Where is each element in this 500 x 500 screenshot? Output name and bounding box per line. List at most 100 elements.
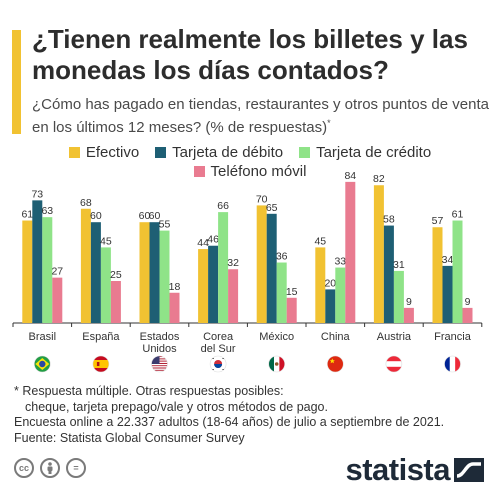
person-icon [47, 462, 53, 474]
data-label-2-4: 36 [276, 251, 288, 263]
bar-2-6 [393, 270, 404, 323]
bar-3-2 [169, 292, 180, 323]
legend-swatch-efectivo [68, 147, 80, 158]
bar-3-6 [403, 307, 414, 323]
spain-flag-icon [92, 355, 110, 373]
data-label-1-5: 20 [324, 277, 336, 289]
bar-1-0 [32, 200, 43, 323]
legend: Efectivo Tarjeta de débito Tarjeta de cr… [0, 143, 500, 181]
bar-0-1 [80, 208, 91, 323]
usa-flag-icon [151, 355, 168, 373]
data-label-1-3: 46 [207, 234, 219, 246]
bar-2-1 [100, 247, 111, 323]
legend-label-credito: Tarjeta de crédito [316, 144, 432, 161]
license-icons: cc = [14, 458, 86, 478]
footnote: * Respuesta múltiple. Otras respuestas p… [14, 384, 494, 446]
legend-row-1: Efectivo Tarjeta de débito Tarjeta de cr… [0, 143, 500, 162]
data-label-0-6: 82 [373, 173, 385, 185]
bar-0-3 [198, 249, 209, 323]
bar-1-6 [383, 225, 394, 323]
mexico-flag-icon [268, 355, 286, 373]
footnote-line-3: Encuesta online a 22.337 adultos (18-64 … [14, 415, 445, 429]
category-label-5: China [321, 331, 351, 343]
bar-0-5 [315, 247, 326, 323]
data-label-2-1: 45 [100, 235, 112, 247]
category-label-1: España [82, 331, 120, 343]
data-label-3-1: 25 [110, 269, 122, 281]
legend-item-debito: Tarjeta de débito [155, 144, 283, 161]
statista-wave-icon [454, 458, 484, 482]
france-flag-icon [444, 355, 461, 373]
cc-icon[interactable]: cc [14, 458, 34, 478]
data-label-3-4: 15 [286, 286, 298, 298]
legend-row-2: Teléfono móvil [0, 162, 500, 181]
data-label-1-4: 65 [266, 202, 278, 214]
data-label-3-0: 27 [51, 266, 63, 278]
bar-3-3 [228, 269, 239, 323]
bar-3-1 [110, 281, 121, 323]
data-label-2-5: 33 [334, 256, 346, 268]
chart-title: ¿Tienen realmente los billetes y las mon… [32, 24, 468, 85]
category-label-4: México [259, 331, 294, 343]
brand-name: statista [345, 452, 450, 487]
data-label-0-0: 61 [21, 209, 33, 221]
brazil-flag-icon [33, 355, 51, 373]
data-label-0-7: 57 [432, 215, 444, 227]
legend-item-movil: Teléfono móvil [193, 163, 307, 180]
data-label-1-1: 60 [90, 210, 102, 222]
data-label-0-2: 60 [139, 210, 151, 222]
china-flag-icon [326, 355, 344, 373]
data-label-3-6: 9 [406, 296, 412, 308]
bar-0-7 [432, 227, 443, 323]
title-accent-bar [12, 30, 21, 134]
legend-label-efectivo: Efectivo [85, 144, 140, 161]
category-label-2: Estados Unidos [140, 331, 180, 355]
bar-2-3 [218, 212, 229, 323]
statista-logo[interactable]: statista [345, 452, 484, 488]
data-label-2-3: 66 [217, 200, 229, 212]
legend-swatch-credito [299, 147, 311, 158]
data-label-1-6: 58 [383, 214, 395, 226]
data-label-1-7: 34 [442, 254, 454, 266]
data-label-0-1: 68 [80, 197, 92, 209]
legend-item-efectivo: Efectivo [68, 144, 140, 161]
data-label-1-0: 73 [31, 188, 43, 200]
bar-0-6 [373, 185, 384, 323]
category-label-6: Austria [377, 331, 412, 343]
data-label-0-4: 70 [256, 193, 268, 205]
footnote-line-1: * Respuesta múltiple. Otras respuestas p… [14, 384, 284, 398]
legend-swatch-debito [155, 147, 167, 158]
category-label-3: Corea del Sur [201, 331, 236, 355]
bar-0-4 [256, 205, 267, 323]
subtitle-text: ¿Cómo has pagado en tiendas, restaurante… [32, 96, 489, 136]
bar-1-1 [90, 222, 101, 323]
south-korea-flag-icon [209, 355, 227, 373]
category-label-0: Brasil [29, 331, 57, 343]
bar-1-4 [266, 213, 277, 323]
data-label-2-6: 31 [393, 259, 405, 271]
data-label-2-0: 63 [41, 205, 53, 217]
bar-1-2 [149, 222, 160, 323]
nd-icon[interactable]: = [66, 458, 86, 478]
footnote-source: Fuente: Statista Global Consumer Survey [14, 430, 245, 445]
bar-2-2 [159, 230, 170, 323]
data-label-3-3: 32 [227, 257, 239, 269]
bar-2-5 [335, 267, 346, 323]
legend-swatch-movil [193, 166, 205, 177]
bar-1-7 [442, 265, 453, 323]
legend-item-credito: Tarjeta de crédito [299, 144, 431, 161]
by-icon[interactable] [40, 458, 60, 478]
chart-subtitle: ¿Cómo has pagado en tiendas, restaurante… [32, 95, 492, 137]
data-label-3-7: 9 [465, 296, 471, 308]
bar-0-0 [22, 220, 33, 323]
bar-0-2 [139, 222, 150, 323]
bar-1-5 [325, 289, 336, 323]
footnote-line-2: cheque, tarjeta prepago/vale y otros mét… [25, 399, 328, 414]
austria-flag-icon [385, 355, 403, 373]
data-label-3-2: 18 [169, 281, 181, 293]
category-label-7: Francia [434, 331, 472, 343]
subtitle-footnote-mark: * [327, 118, 331, 128]
legend-label-movil: Teléfono móvil [210, 163, 307, 180]
data-label-0-3: 44 [197, 237, 209, 249]
bar-2-7 [452, 220, 463, 323]
